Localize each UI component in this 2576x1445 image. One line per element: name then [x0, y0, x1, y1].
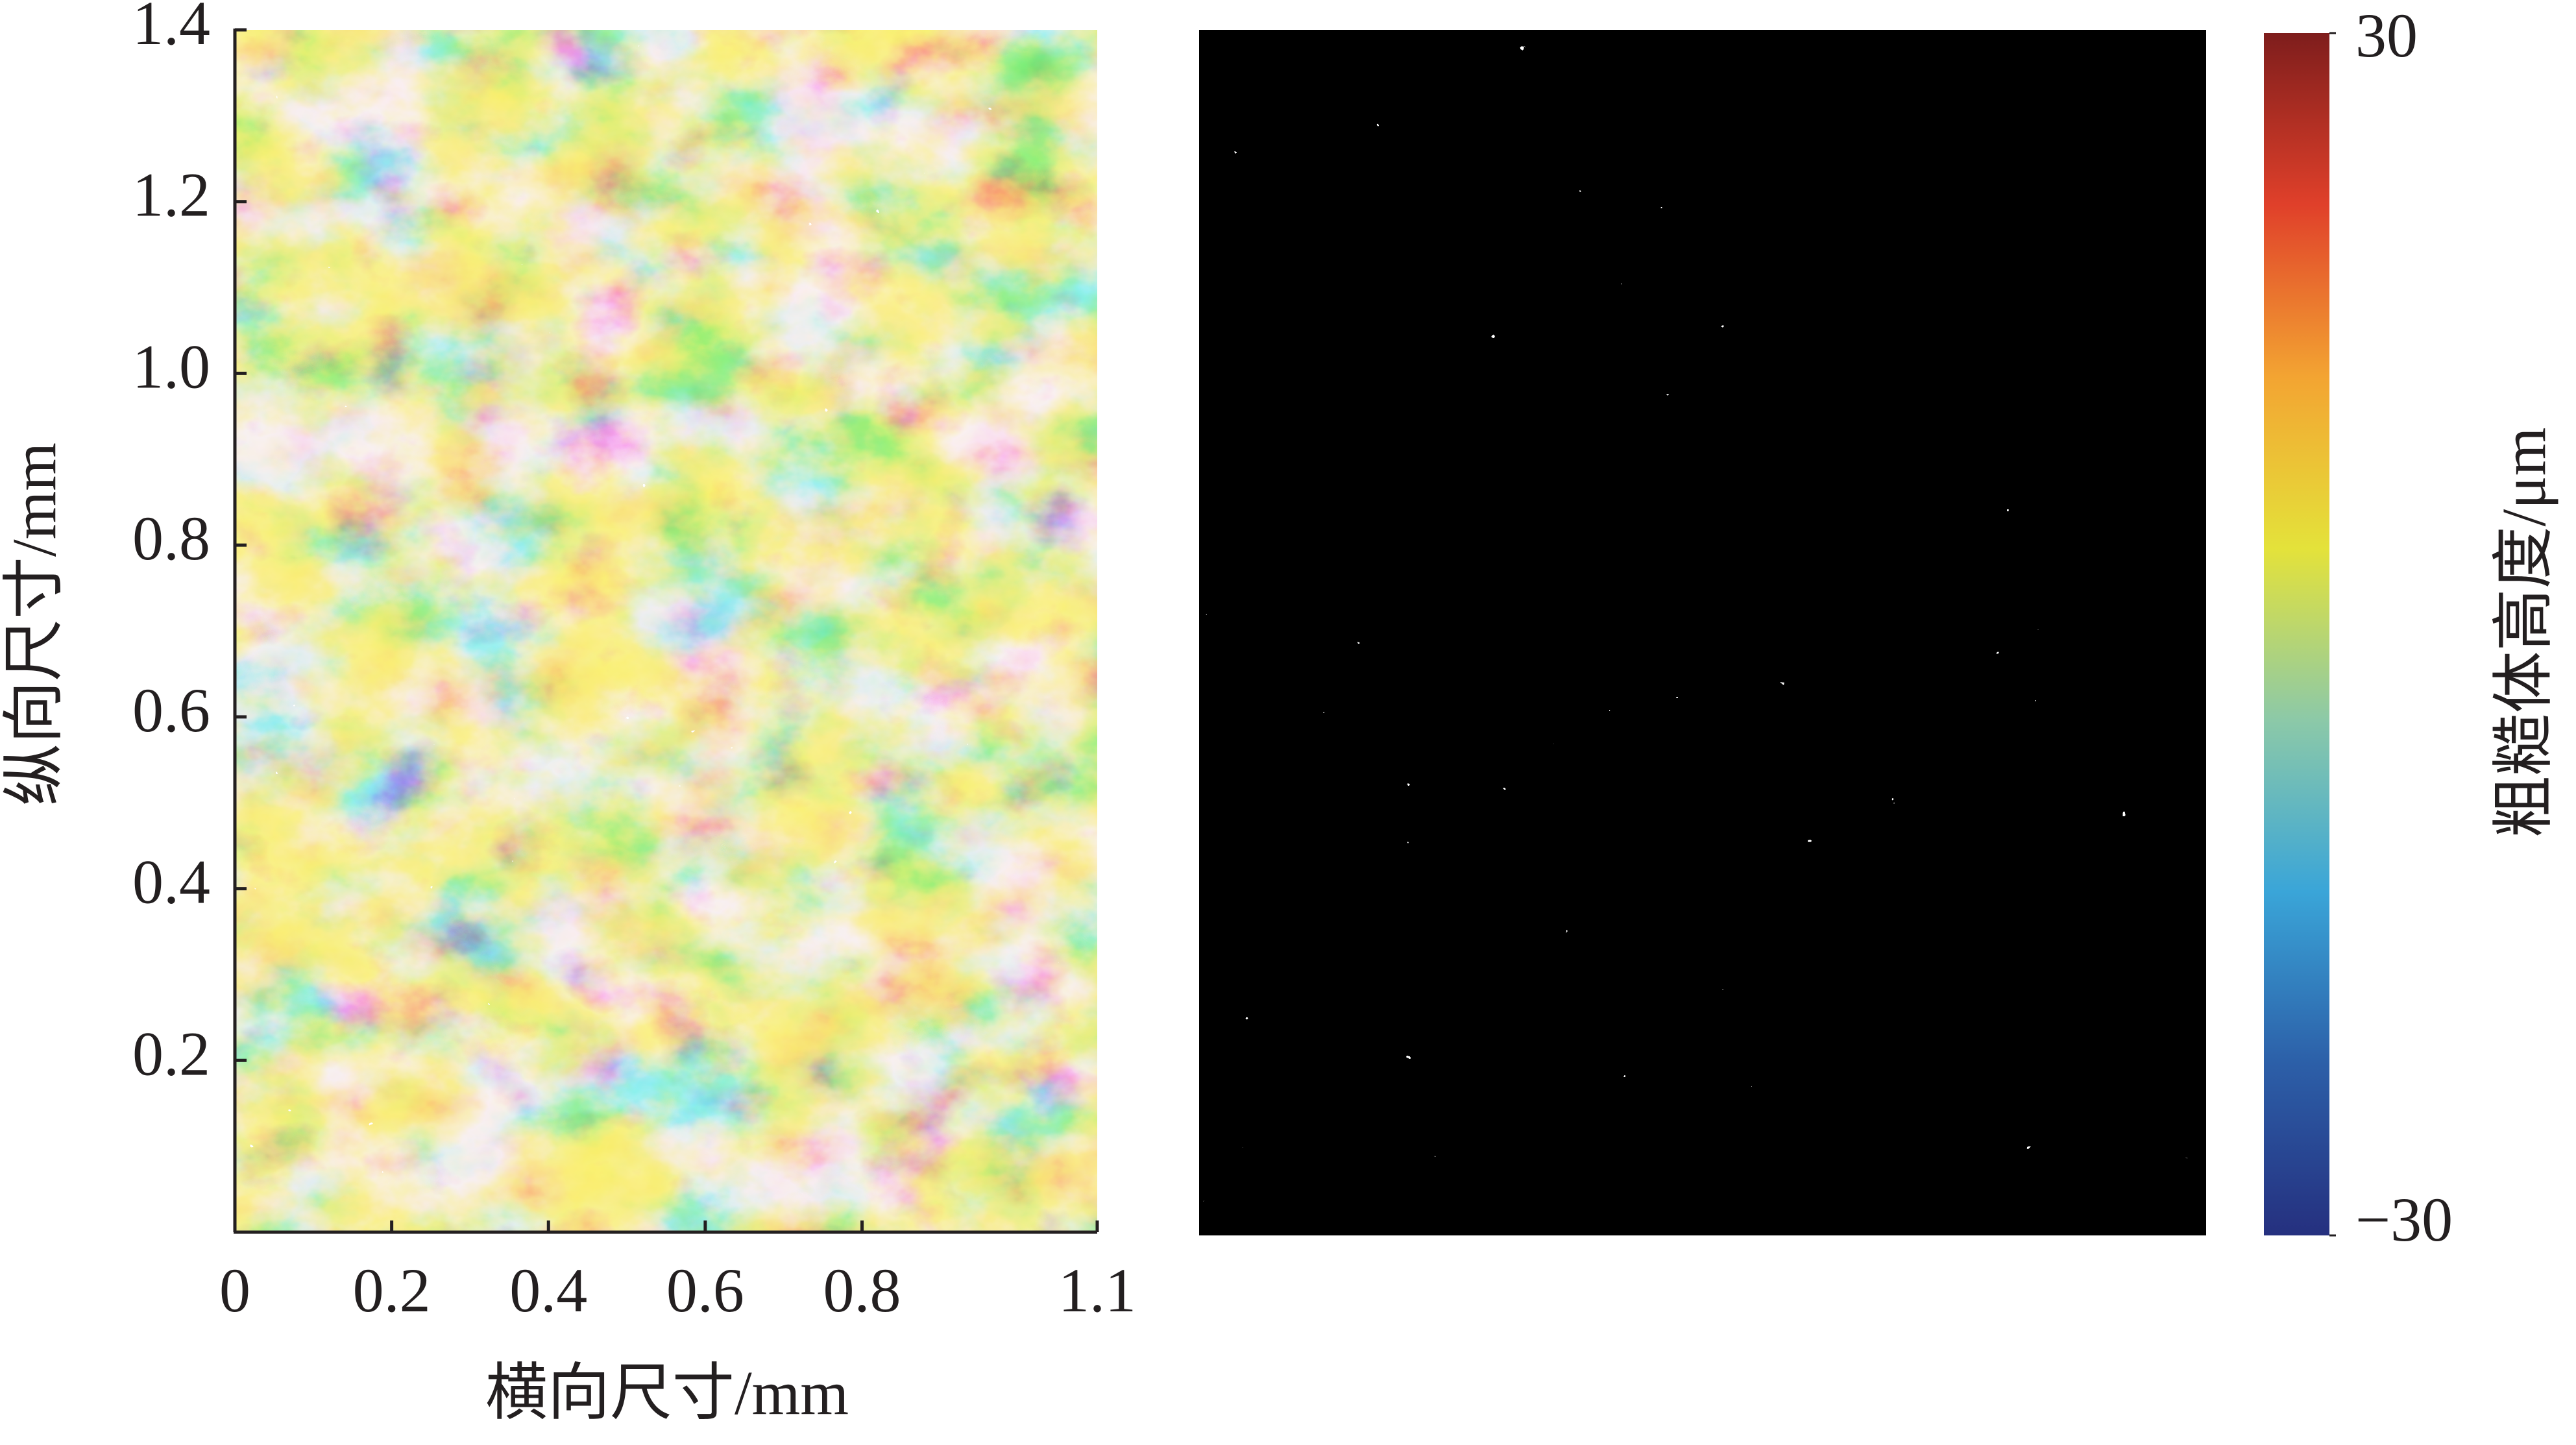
x-tick-label: 0.8 [823, 1256, 901, 1325]
x-tick-label: 1.1 [1058, 1256, 1136, 1325]
y-axis-label: 纵向尺寸/mm [0, 443, 69, 806]
x-axis-label: 横向尺寸/mm [485, 1358, 849, 1427]
colorbar-tick-label: −30 [2355, 1185, 2453, 1254]
y-tick-label: 1.4 [132, 0, 210, 58]
x-tick-label: 0.6 [666, 1256, 744, 1325]
y-tick-label: 0.2 [132, 1019, 210, 1088]
height-map [235, 30, 1097, 1232]
y-tick-label: 0.4 [132, 847, 210, 917]
colorbar-tick-label: 30 [2355, 1, 2418, 70]
y-tick-label: 0.8 [132, 504, 210, 573]
x-tick-label: 0.4 [509, 1256, 587, 1325]
x-tick-label: 0 [219, 1256, 250, 1325]
y-tick-label: 1.0 [132, 332, 210, 401]
binary-map [1199, 30, 2206, 1235]
colorbar [2264, 33, 2329, 1235]
y-tick-label: 0.6 [132, 675, 210, 745]
x-tick-label: 0.2 [353, 1256, 431, 1325]
y-tick-label: 1.2 [132, 160, 210, 230]
colorbar-label: 粗糙体高度/μm [2489, 428, 2558, 838]
